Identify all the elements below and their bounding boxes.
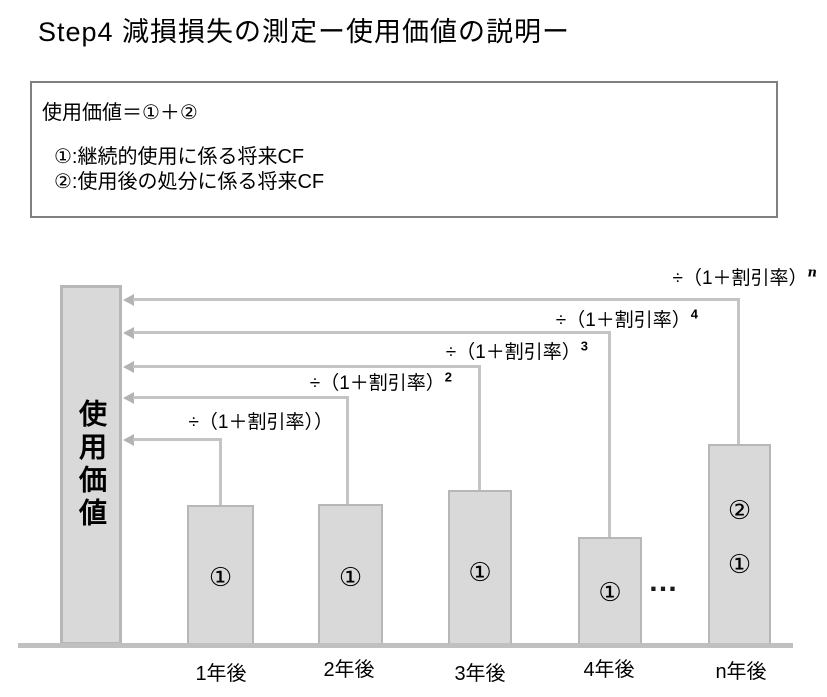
- discount-label-base: ÷（1＋割引率）: [445, 342, 581, 363]
- discount-label-base: ÷（1＋割引率）: [672, 268, 808, 289]
- x-axis-line: [18, 643, 793, 648]
- discount-label-base: ÷（1＋割引率））: [188, 412, 334, 433]
- cf-bar-year2: ①: [318, 504, 383, 645]
- discount-arrow-line-2: [133, 396, 348, 399]
- discount-label-base: ÷（1＋割引率）: [555, 310, 691, 331]
- discount-arrow-drop-4: [608, 331, 611, 537]
- cf-definition-1: ①:継続的使用に係る将来CF: [54, 146, 305, 168]
- cf-bar-year4: ①: [578, 537, 642, 645]
- discount-arrow-drop-n: [737, 298, 740, 444]
- discount-label-1: ÷（1＋割引率））: [189, 407, 334, 434]
- discount-label-base: ÷（1＋割引率）: [309, 373, 445, 394]
- discount-arrow-line-3: [133, 365, 480, 368]
- value-in-use-bar-label: 使用価値: [76, 399, 107, 531]
- bar-segment-label: ①: [208, 562, 233, 592]
- discount-exponent: 4: [690, 306, 698, 322]
- cf-bar-year3: ①: [448, 490, 512, 645]
- bar-segment-label: ①: [727, 549, 752, 579]
- cf-definitions: ①:継続的使用に係る将来CF ②:使用後の処分に係る将来CF: [54, 145, 324, 195]
- year-label-1: 1年後: [195, 663, 247, 685]
- discount-label-n: ÷（1＋割引率）n: [673, 263, 817, 290]
- discount-arrow-drop-3: [478, 365, 481, 490]
- value-in-use-formula: 使用価値＝①＋②: [42, 102, 198, 124]
- definition-box: 使用価値＝①＋② ①:継続的使用に係る将来CF ②:使用後の処分に係る将来CF: [30, 81, 778, 218]
- arrow-left-icon: [123, 327, 134, 339]
- bar-segment-label: ①: [598, 577, 622, 607]
- cf-definition-2: ②:使用後の処分に係る将来CF: [54, 171, 325, 193]
- discount-arrow-drop-1: [219, 438, 222, 505]
- year-label-n: n年後: [715, 661, 767, 683]
- discount-exponent: 3: [580, 338, 588, 354]
- arrow-left-icon: [123, 434, 134, 446]
- arrow-left-icon: [123, 392, 134, 404]
- discount-exponent: n: [807, 265, 817, 281]
- page-title: Step4 減損損失の測定ー使用価値の説明ー: [38, 17, 571, 47]
- discount-arrow-line-n: [133, 298, 739, 301]
- discount-exponent: 2: [444, 369, 452, 385]
- bar-segment-label: ①: [468, 557, 492, 587]
- discount-label-3: ÷（1＋割引率）3: [446, 337, 588, 364]
- year-label-4: 4年後: [583, 659, 635, 681]
- discount-arrow-line-4: [133, 331, 610, 334]
- discount-label-2: ÷（1＋割引率）2: [310, 368, 452, 395]
- arrow-left-icon: [123, 361, 134, 373]
- bar-segment-label: ①: [338, 562, 363, 592]
- bar-segment-label: ②: [727, 495, 752, 525]
- arrow-left-icon: [123, 294, 134, 306]
- discount-arrow-drop-2: [346, 396, 349, 504]
- cf-bar-year1: ①: [187, 505, 254, 645]
- value-in-use-bar: 使用価値: [60, 285, 122, 645]
- discount-arrow-line-1: [133, 438, 221, 441]
- year-label-3: 3年後: [454, 663, 506, 685]
- cf-bar-yearn: ② ①: [708, 444, 771, 645]
- year-label-2: 2年後: [323, 659, 375, 681]
- discount-label-4: ÷（1＋割引率）4: [556, 305, 698, 332]
- ellipsis: …: [648, 565, 681, 598]
